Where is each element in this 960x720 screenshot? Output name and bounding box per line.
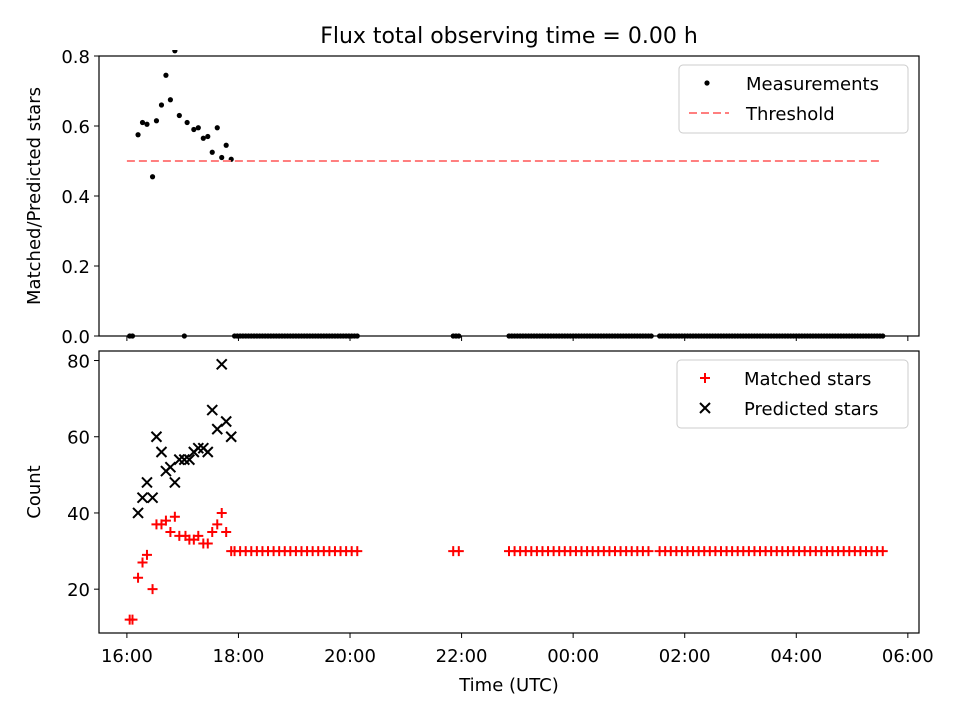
y-tick-label: 0.2 — [61, 257, 90, 278]
x-tick-label: 16:00 — [101, 646, 153, 667]
predicted-star-marker — [173, 453, 186, 466]
x-tick-label: 04:00 — [770, 646, 822, 667]
measurement-point — [195, 125, 201, 131]
predicted-star-marker — [150, 431, 163, 443]
measurement-point — [135, 132, 141, 138]
x-tick-label: 02:00 — [659, 646, 711, 667]
predicted-star-marker — [216, 358, 228, 371]
matched-star-marker — [133, 572, 144, 583]
measurement-point — [648, 333, 654, 339]
matched-star-marker — [147, 584, 158, 595]
y-tick-label: 20 — [67, 580, 90, 601]
predicted-star-marker — [136, 492, 149, 504]
predicted-star-marker — [155, 446, 168, 458]
matched-star-marker — [169, 511, 180, 522]
legend-box — [678, 64, 909, 134]
matched-star-marker — [221, 527, 232, 538]
predicted-star-marker — [202, 446, 214, 458]
x-tick-label: 06:00 — [882, 646, 934, 667]
y-tick-label: 0.6 — [61, 117, 90, 138]
predicted-star-marker — [141, 476, 153, 489]
legend-label: Measurements — [746, 74, 879, 95]
matched-star-marker — [137, 557, 148, 568]
legend-predicted-swatch — [699, 402, 711, 414]
matched-star-marker — [193, 530, 204, 541]
measurement-point — [214, 125, 220, 131]
measurement-point — [172, 50, 178, 54]
measurement-point — [205, 133, 211, 140]
measurement-point — [209, 149, 215, 155]
plot-area — [126, 50, 886, 339]
measurement-point — [158, 102, 165, 108]
x-tick-label: 20:00 — [324, 646, 376, 667]
plot-area — [124, 358, 888, 625]
matched-star-marker — [141, 549, 152, 560]
legend-measurement-swatch — [704, 80, 710, 86]
measurement-point — [176, 112, 182, 119]
matched-star-marker — [877, 546, 888, 557]
matched-star-marker — [453, 546, 464, 557]
x-tick-label: 18:00 — [213, 646, 265, 667]
matched-star-marker — [165, 527, 176, 538]
predicted-star-marker — [206, 404, 218, 416]
y-tick-label: 60 — [67, 428, 90, 449]
matched-star-marker — [127, 614, 138, 625]
matched-star-marker — [216, 507, 227, 518]
measurement-point — [184, 119, 190, 126]
measurement-point — [167, 97, 174, 103]
y-tick-label: 80 — [67, 352, 90, 373]
y-tick-label: 40 — [67, 504, 90, 525]
y-tick-label: 0.4 — [61, 187, 90, 208]
matched-star-marker — [352, 546, 363, 557]
top-axes: 0.0 0.2 0.4 0.6 0.8 Matched/Predicted stars Me… — [24, 47, 920, 348]
predicted-star-marker — [220, 415, 232, 428]
measurement-point — [191, 126, 197, 133]
measurement-point — [200, 135, 206, 141]
bottom-axes: 20 40 60 80 16:00 18:00 20:00 22:00 00:00 02:00 04… — [24, 350, 934, 696]
predicted-star-marker — [146, 492, 159, 504]
y-axis-label: Count — [24, 465, 45, 518]
matched-star-marker — [202, 538, 213, 549]
predicted-star-marker — [178, 453, 191, 466]
x-tick-label: 22:00 — [436, 646, 488, 667]
matched-star-marker — [160, 515, 171, 526]
predicted-star-marker — [132, 507, 144, 519]
measurement-point — [880, 333, 886, 339]
measurement-point — [129, 333, 136, 339]
matched-star-marker — [212, 519, 223, 530]
measurement-point — [456, 333, 462, 339]
legend-box — [676, 359, 909, 429]
measurement-point — [149, 174, 156, 180]
legend: Measurements Threshold — [678, 64, 909, 134]
y-tick-label: 0.8 — [61, 47, 90, 68]
measurement-point — [223, 142, 229, 148]
legend-label: Threshold — [745, 104, 835, 125]
x-axis-label: Time (UTC) — [458, 675, 559, 696]
measurement-point — [153, 118, 160, 124]
measurement-point — [139, 119, 146, 126]
measurement-point — [163, 72, 169, 78]
legend-label: Matched stars — [744, 369, 871, 390]
measurement-point — [144, 121, 150, 127]
y-axis-label: Matched/Predicted stars — [24, 87, 45, 305]
predicted-star-marker — [225, 431, 237, 443]
figure-title: Flux total observing time = 0.00 h — [320, 24, 698, 49]
legend-matched-swatch — [700, 373, 710, 383]
measurement-point — [219, 154, 225, 161]
x-tick-label: 00:00 — [547, 646, 599, 667]
matched-star-marker — [643, 546, 654, 557]
legend-label: Predicted stars — [744, 399, 878, 420]
legend: Matched stars Predicted stars — [676, 359, 909, 429]
measurement-point — [181, 333, 187, 339]
matched-star-marker — [207, 527, 218, 538]
predicted-star-marker — [183, 453, 196, 466]
y-tick-label: 0.0 — [61, 327, 90, 348]
predicted-star-marker — [169, 476, 181, 489]
predicted-star-marker — [192, 442, 205, 454]
measurement-point — [354, 333, 360, 339]
axes-frame — [98, 350, 920, 634]
